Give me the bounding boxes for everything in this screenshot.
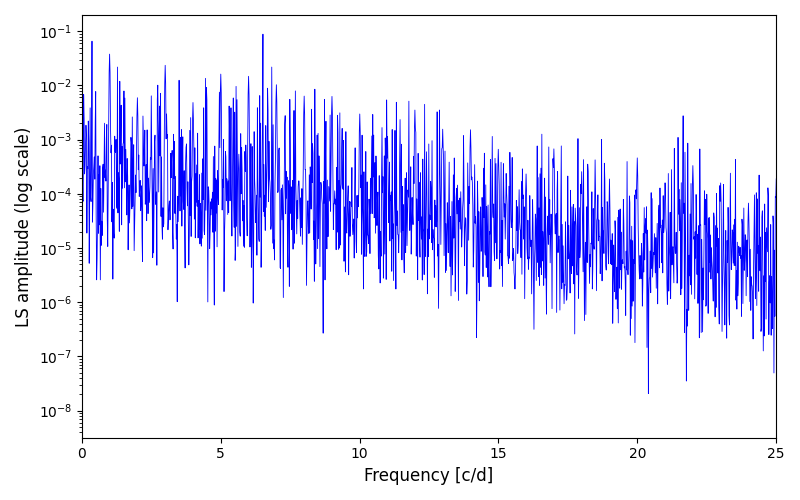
Y-axis label: LS amplitude (log scale): LS amplitude (log scale) <box>15 126 33 326</box>
X-axis label: Frequency [c/d]: Frequency [c/d] <box>364 467 494 485</box>
